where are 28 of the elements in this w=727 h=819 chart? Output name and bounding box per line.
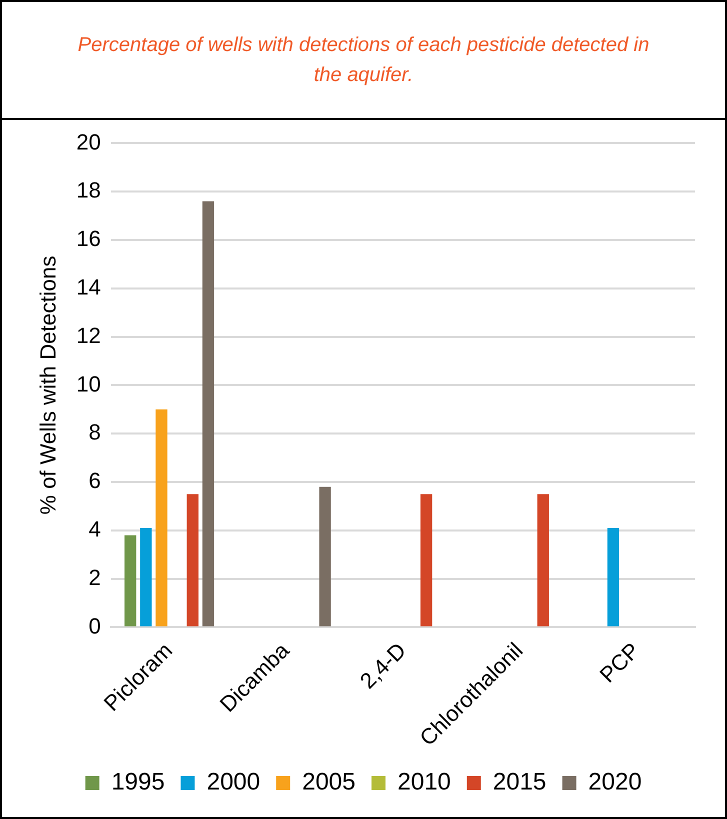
legend-label: 2015	[492, 768, 546, 796]
bar	[607, 528, 620, 626]
legend-label: 2020	[588, 768, 642, 796]
bar	[202, 201, 214, 626]
y-tick-label: 12	[76, 322, 101, 348]
legend-label: 1995	[111, 768, 165, 796]
y-tick-label: 8	[88, 420, 101, 445]
y-tick-label: 14	[76, 274, 101, 300]
bar	[156, 409, 168, 626]
bar	[420, 494, 432, 626]
bar	[319, 486, 331, 626]
y-tick-label: 18	[76, 178, 101, 203]
y-axis-title: % of Wells with Detections	[35, 256, 60, 515]
y-tick-label: 6	[88, 468, 101, 494]
y-tick-label: 20	[76, 129, 101, 154]
bar	[186, 494, 198, 626]
y-tick-label: 10	[76, 371, 101, 396]
y-tick-label: 2	[88, 564, 101, 590]
legend-label: 2010	[398, 768, 451, 796]
bar	[140, 528, 152, 626]
bar	[124, 535, 136, 626]
legend-label: 2000	[206, 768, 260, 796]
bar	[537, 494, 549, 626]
chart-title: Percentage of wells with detections of each pesticide detected in the aquifer.	[2, 2, 725, 120]
y-tick-label: 4	[88, 516, 101, 542]
y-tick-label: 16	[76, 226, 101, 252]
y-tick-label: 0	[88, 613, 101, 638]
legend-label: 2005	[302, 768, 356, 796]
